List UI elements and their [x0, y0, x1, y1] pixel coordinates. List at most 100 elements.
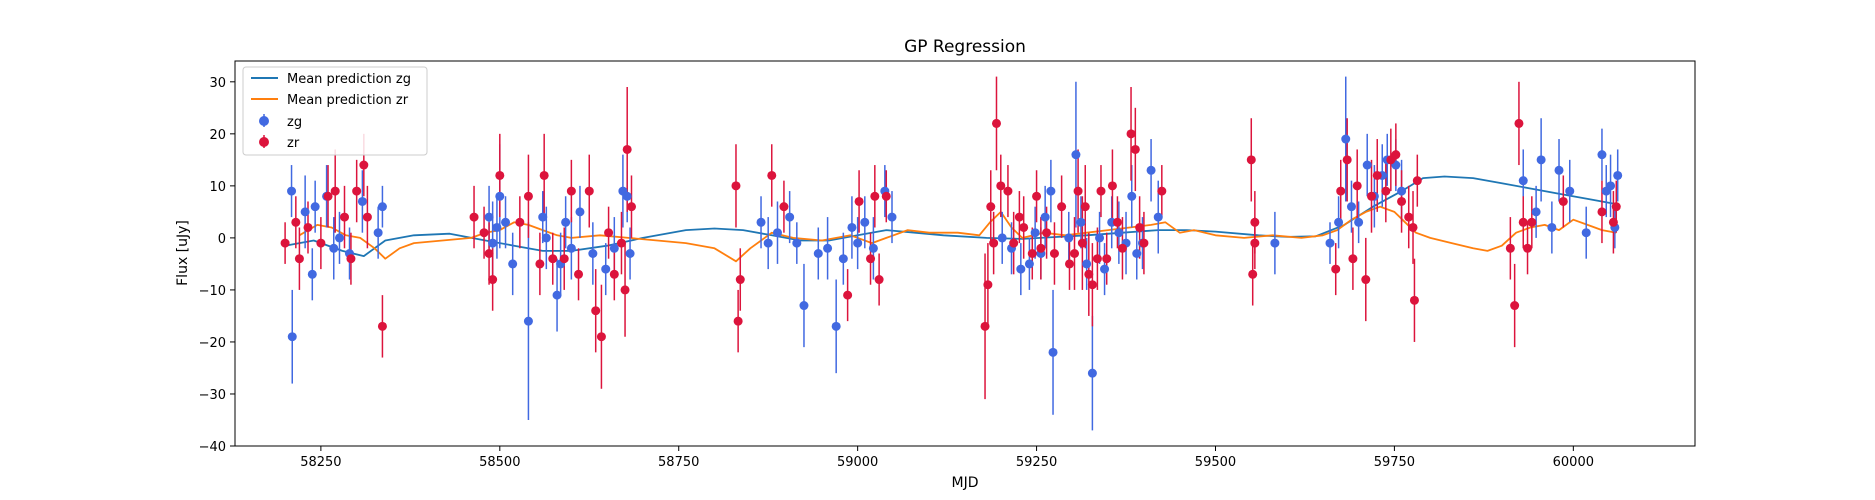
zg-data-point — [508, 259, 518, 269]
zr-data-point — [881, 191, 891, 201]
legend-label-zg: zg — [287, 115, 302, 130]
zr-data-point — [535, 259, 545, 269]
zr-data-point — [1019, 222, 1029, 232]
zg-data-point — [609, 243, 619, 253]
zg-data-point — [847, 222, 857, 232]
zr-data-point — [1057, 202, 1067, 212]
zg-data-point — [1354, 217, 1364, 227]
zg-data-point — [813, 249, 823, 258]
legend-box — [242, 66, 428, 156]
zg-data-point — [1087, 368, 1097, 378]
x-tick-label: 59250 — [1016, 455, 1057, 470]
zr-data-point — [1372, 170, 1382, 180]
zr-data-point — [1367, 191, 1377, 201]
zr-data-point — [779, 202, 789, 212]
zg-data-point — [1597, 150, 1607, 160]
zr-data-point — [346, 254, 356, 264]
zr-data-point — [735, 275, 745, 285]
y-tick-label: −20 — [199, 336, 226, 351]
zr-data-point — [1036, 243, 1046, 253]
zg-data-point — [838, 254, 848, 264]
zg-data-point — [1071, 150, 1081, 160]
zr-data-point — [1092, 254, 1102, 264]
zr-data-point — [484, 249, 494, 258]
zg-data-point — [501, 217, 511, 227]
zg-data-point — [588, 249, 598, 258]
zg-data-point — [484, 212, 494, 222]
zr-data-point — [1608, 217, 1618, 227]
zr-data-point — [616, 238, 626, 248]
zr-data-point — [539, 170, 549, 180]
zg-data-point — [575, 207, 585, 217]
zg-data-point — [1132, 249, 1142, 258]
zg-data-point — [1547, 222, 1557, 232]
zg-data-point — [1046, 186, 1056, 196]
y-axis-ticks: −40 −30 −20 −10 0 10 20 30 — [199, 76, 235, 455]
zr-data-point — [1042, 228, 1052, 238]
zg-data-point — [566, 243, 576, 253]
zr-data-point — [1361, 275, 1371, 285]
zr-data-point — [591, 306, 601, 316]
zr-data-point — [1597, 207, 1607, 217]
zr-data-point — [584, 186, 594, 196]
zr-data-point — [1246, 155, 1256, 165]
zg-data-point — [1346, 202, 1356, 212]
zg-data-point — [552, 290, 562, 300]
zr-data-point — [980, 321, 990, 331]
zr-data-point — [1080, 202, 1090, 212]
zg-data-point — [625, 249, 635, 258]
x-tick-label: 60000 — [1553, 455, 1594, 470]
zr-data-point — [1107, 181, 1117, 191]
y-tick-label: 30 — [209, 76, 226, 91]
zg-data-point — [601, 264, 611, 274]
zr-data-point — [294, 254, 304, 264]
zg-data-point — [1341, 134, 1351, 144]
zg-data-point — [1606, 181, 1616, 191]
zr-data-point — [854, 196, 864, 206]
zr-data-point — [609, 269, 619, 279]
zr-data-point — [303, 222, 313, 232]
zg-data-point — [1030, 228, 1040, 238]
zg-data-point — [287, 332, 297, 342]
zr-data-point — [488, 275, 498, 285]
zg-data-point — [1531, 207, 1541, 217]
zg-data-point — [357, 196, 367, 206]
zr-data-point — [874, 275, 884, 285]
zg-data-point — [1153, 212, 1163, 222]
zg-data-point — [1554, 165, 1564, 175]
legend-zr-marker-swatch — [259, 137, 269, 147]
y-axis-label: Flux [uJy] — [175, 220, 191, 286]
zr-data-point — [622, 144, 632, 154]
zr-data-point — [731, 181, 741, 191]
zr-data-point — [1404, 212, 1414, 222]
zg-data-point — [887, 212, 897, 222]
zr-data-point — [1032, 191, 1042, 201]
zg-data-point — [373, 228, 383, 238]
zr-data-point — [1096, 186, 1106, 196]
zr-data-point — [989, 238, 999, 248]
zr-data-point — [1514, 118, 1524, 128]
zr-data-point — [870, 191, 880, 201]
zr-data-point — [986, 202, 996, 212]
zg-data-point — [1334, 217, 1344, 227]
legend: Mean prediction zg Mean prediction zr zg… — [242, 66, 428, 156]
legend-zg-marker-swatch — [259, 116, 269, 126]
zg-data-point — [1613, 170, 1623, 180]
zr-data-point — [1408, 222, 1418, 232]
zg-data-point — [622, 191, 632, 201]
zg-data-point — [1024, 259, 1034, 269]
y-tick-label: −40 — [199, 440, 226, 455]
zg-data-point — [523, 316, 533, 326]
zg-data-point — [1064, 233, 1074, 243]
zg-data-point — [1325, 238, 1335, 248]
zg-data-point — [1114, 228, 1124, 238]
zg-data-point — [1095, 233, 1105, 243]
zg-data-point — [785, 212, 795, 222]
zr-data-point — [1248, 269, 1258, 279]
zr-data-point — [377, 321, 387, 331]
zg-data-point — [756, 217, 766, 227]
zr-data-point — [1087, 280, 1097, 290]
x-axis-label: MJD — [952, 475, 979, 491]
zg-data-point — [772, 228, 782, 238]
y-tick-label: 20 — [209, 128, 226, 143]
